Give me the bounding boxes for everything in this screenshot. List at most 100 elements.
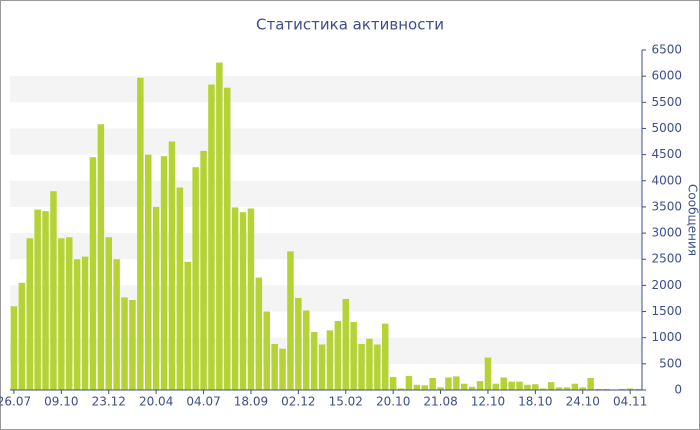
bar: [484, 357, 492, 390]
bar: [184, 261, 191, 390]
bar: [18, 282, 26, 390]
bar: [468, 386, 476, 390]
bar: [239, 212, 247, 390]
grid-band: [10, 233, 642, 260]
bar: [34, 209, 41, 390]
bar: [603, 388, 610, 390]
bar: [429, 377, 436, 390]
grid-band: [10, 128, 642, 155]
bar: [547, 382, 555, 390]
bar: [224, 87, 231, 391]
x-tick-label: 20.10: [376, 395, 410, 409]
grid-band: [10, 285, 642, 312]
y-tick-label: 5500: [651, 95, 682, 109]
y-tick-label: 1500: [651, 304, 682, 318]
x-tick-label: 04.11: [613, 395, 647, 409]
bar: [453, 376, 460, 390]
grid-band: [10, 337, 642, 364]
chart-title: Статистика активности: [256, 16, 444, 34]
bar: [263, 311, 270, 390]
grid-band: [10, 76, 642, 103]
y-tick-label: 2000: [651, 278, 682, 292]
y-tick-label: 0: [674, 383, 682, 397]
y-tick-label: 3500: [651, 199, 682, 213]
bar: [137, 77, 144, 390]
y-tick-label: 500: [659, 356, 682, 370]
bar: [492, 383, 500, 390]
bar: [295, 297, 302, 390]
y-tick-label: 6500: [651, 43, 682, 57]
bar: [619, 388, 626, 390]
bar: [579, 387, 586, 390]
bar: [89, 157, 97, 390]
bar: [413, 384, 421, 390]
bar: [626, 388, 634, 390]
bar: [571, 383, 579, 390]
y-tick-label: 5000: [651, 121, 682, 135]
bar: [129, 300, 136, 390]
y-tick-label: 4000: [651, 173, 682, 187]
x-tick-label: 18.09: [234, 395, 268, 409]
bar: [461, 383, 468, 390]
bar: [587, 377, 594, 390]
bar: [42, 211, 49, 390]
x-tick-label: 24.10: [566, 395, 600, 409]
bar: [105, 237, 112, 390]
bar: [421, 385, 428, 390]
x-tick-label: 04.07: [186, 395, 220, 409]
x-tick-label: 20.04: [139, 395, 173, 409]
bar: [540, 388, 547, 390]
x-tick-label: 15.02: [329, 395, 363, 409]
x-tick-label: 09.10: [44, 395, 78, 409]
bar: [342, 298, 349, 390]
bar: [508, 381, 515, 390]
bar: [231, 207, 239, 390]
bar: [634, 388, 642, 390]
bar: [10, 306, 18, 390]
bar: [176, 187, 184, 390]
bar: [500, 377, 507, 390]
y-tick-label: 3000: [651, 226, 682, 240]
bar: [524, 384, 531, 390]
bar: [81, 256, 89, 390]
bar: [160, 156, 168, 390]
bar: [145, 154, 152, 390]
bar: [97, 124, 105, 391]
bar: [555, 387, 563, 390]
bar: [366, 338, 373, 390]
bar: [216, 62, 223, 391]
bar: [152, 206, 160, 390]
bar: [516, 381, 523, 390]
bar: [405, 375, 413, 390]
y-axis-label: Сообщения: [686, 184, 700, 256]
bar: [318, 344, 326, 390]
bar: [113, 259, 120, 390]
x-tick-label: 12.10: [471, 395, 505, 409]
bar: [287, 251, 294, 390]
bar: [255, 277, 263, 390]
bar: [66, 237, 73, 390]
bar: [247, 208, 255, 390]
bar: [350, 322, 357, 390]
bar: [271, 343, 278, 390]
bar: [58, 238, 65, 390]
bar: [279, 348, 286, 390]
bar: [303, 310, 310, 390]
x-tick-label: 02.12: [281, 395, 315, 409]
bar: [358, 343, 365, 390]
bar: [192, 167, 199, 390]
bar: [389, 376, 397, 390]
bar: [326, 330, 334, 390]
bar: [382, 323, 389, 390]
bar: [26, 238, 33, 390]
bar: [73, 259, 81, 390]
y-tick-label: 1000: [651, 330, 682, 344]
bar: [563, 387, 571, 390]
y-tick-label: 2500: [651, 252, 682, 266]
bar: [397, 388, 405, 390]
bar: [595, 388, 602, 390]
bar: [200, 150, 207, 390]
bar: [374, 344, 381, 390]
